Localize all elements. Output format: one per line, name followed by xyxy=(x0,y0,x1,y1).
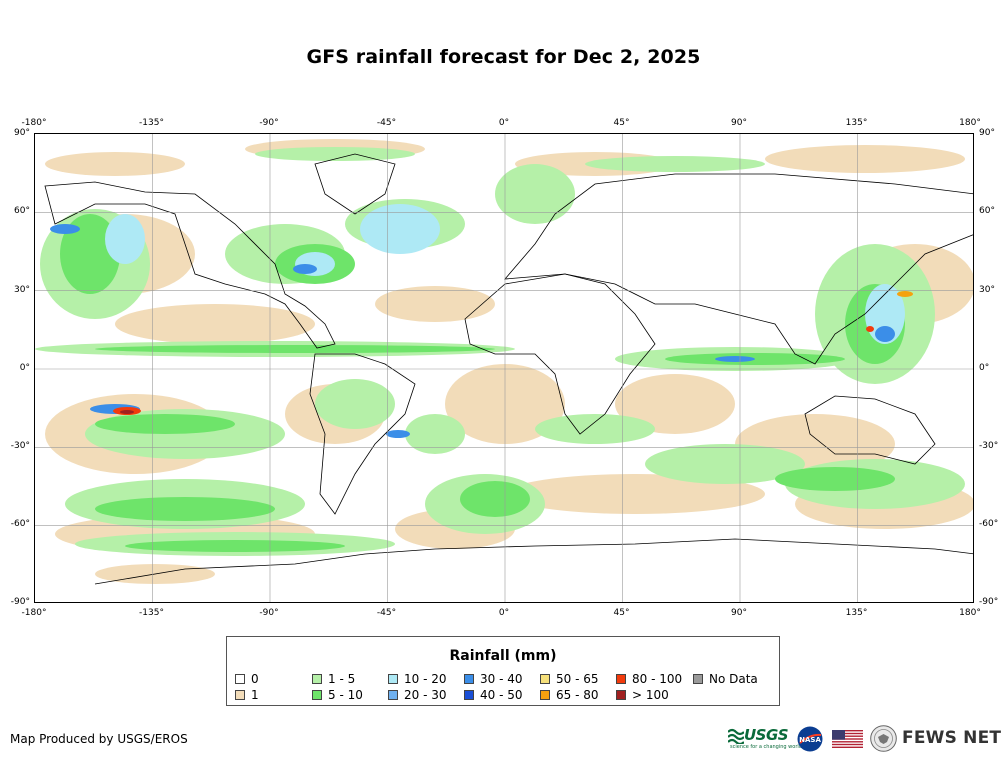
usgs-tagline: science for a changing world xyxy=(730,744,802,750)
right-lat-label: 30° xyxy=(979,285,995,295)
legend-swatch xyxy=(540,690,550,700)
legend-item-10-20: 10 - 20 xyxy=(388,672,447,686)
legend-label: 80 - 100 xyxy=(632,672,683,686)
left-lat-label: -60° xyxy=(10,519,30,529)
right-lat-label: -60° xyxy=(979,519,999,529)
bottom-lon-label: 135° xyxy=(845,608,868,618)
legend-label: 20 - 30 xyxy=(404,688,447,702)
rainfall-heavy-areas xyxy=(113,291,913,415)
legend-title: Rainfall (mm) xyxy=(449,648,557,664)
top-lon-label: 90° xyxy=(731,118,747,128)
legend-item-over-100: > 100 xyxy=(616,688,669,702)
legend-item-40-50: 40 - 50 xyxy=(464,688,523,702)
fews-net-logo[interactable]: FEWS NET xyxy=(902,728,1002,748)
legend-item-20-30: 20 - 30 xyxy=(388,688,447,702)
bottom-lon-label: -90° xyxy=(259,608,279,618)
right-lat-label: -30° xyxy=(979,441,999,451)
legend-label: 1 xyxy=(251,688,259,702)
legend-label: 50 - 65 xyxy=(556,672,599,686)
nasa-meatball-icon: NASA xyxy=(797,726,823,752)
bottom-lon-label: -135° xyxy=(139,608,164,618)
legend-swatch xyxy=(693,674,703,684)
legend-item-1: 1 xyxy=(235,688,259,702)
left-lat-label: 60° xyxy=(14,206,30,216)
state-department-seal-icon xyxy=(870,725,897,752)
legend-item-1-5: 1 - 5 xyxy=(312,672,355,686)
left-lat-label: 0° xyxy=(19,363,30,373)
right-lat-label: -90° xyxy=(979,597,999,607)
legend-label: > 100 xyxy=(632,688,669,702)
legend-swatch xyxy=(616,674,626,684)
legend-label: No Data xyxy=(709,672,758,686)
left-lat-label: 90° xyxy=(14,128,30,138)
rainfall-map-graphic xyxy=(35,134,973,602)
top-lon-label: -180° xyxy=(21,118,47,128)
bottom-lon-label: -180° xyxy=(21,608,47,618)
rainfall-5-10mm-areas xyxy=(60,214,905,552)
legend-item-30-40: 30 - 40 xyxy=(464,672,523,686)
continent-outlines xyxy=(44,153,973,585)
legend-item-no-data: No Data xyxy=(693,672,758,686)
bottom-lon-label: 90° xyxy=(731,608,747,618)
legend-swatch xyxy=(312,674,322,684)
rainfall-legend: Rainfall (mm) 0 1 1 - 5 5 - 10 10 - 20 2… xyxy=(226,636,780,706)
legend-item-5-10: 5 - 10 xyxy=(312,688,363,702)
legend-label: 10 - 20 xyxy=(404,672,447,686)
legend-label: 65 - 80 xyxy=(556,688,599,702)
logo-strip: USGS science for a changing world NASA xyxy=(728,724,1002,754)
legend-item-0: 0 xyxy=(235,672,259,686)
top-lon-label: 45° xyxy=(613,118,630,128)
legend-swatch xyxy=(388,674,398,684)
rainfall-10-40mm-areas xyxy=(105,204,905,344)
legend-item-80-100: 80 - 100 xyxy=(616,672,682,686)
legend-swatch xyxy=(616,690,626,700)
top-lon-label: 180° xyxy=(959,118,981,128)
right-lat-label: 60° xyxy=(979,206,995,216)
us-flag-icon xyxy=(832,730,863,748)
top-lon-label: -135° xyxy=(139,118,164,128)
usgs-wave-icon xyxy=(728,728,744,744)
top-lon-label: -45° xyxy=(376,118,397,128)
legend-swatch xyxy=(464,690,474,700)
legend-label: 1 - 5 xyxy=(328,672,356,686)
top-lon-label: 0° xyxy=(498,118,510,128)
graticule-grid xyxy=(35,134,973,602)
legend-item-65-80: 65 - 80 xyxy=(540,688,599,702)
legend-swatch xyxy=(388,690,398,700)
legend-swatch xyxy=(464,674,474,684)
legend-swatch xyxy=(235,690,245,700)
left-lat-label: -30° xyxy=(10,441,30,451)
nasa-logo[interactable]: NASA xyxy=(797,726,823,752)
legend-swatch xyxy=(312,690,322,700)
rainfall-map[interactable] xyxy=(34,133,974,603)
usgs-wordmark: USGS xyxy=(744,726,789,744)
legend-label: 5 - 10 xyxy=(328,688,363,702)
legend-label: 30 - 40 xyxy=(480,672,523,686)
nasa-wordmark: NASA xyxy=(799,736,821,744)
top-lon-label: -90° xyxy=(259,118,279,128)
legend-item-50-65: 50 - 65 xyxy=(540,672,599,686)
usgs-logo[interactable]: USGS science for a changing world xyxy=(728,726,802,752)
bottom-lon-label: -45° xyxy=(376,608,397,618)
right-lat-label: 90° xyxy=(979,128,995,138)
bottom-lon-label: 180° xyxy=(959,608,981,618)
bottom-lon-label: 0° xyxy=(498,608,510,618)
legend-label: 40 - 50 xyxy=(480,688,523,702)
top-lon-label: 135° xyxy=(845,118,868,128)
map-title: GFS rainfall forecast for Dec 2, 2025 xyxy=(306,46,701,68)
legend-label: 0 xyxy=(251,672,259,686)
legend-swatch xyxy=(540,674,550,684)
left-lat-label: 30° xyxy=(14,285,30,295)
map-credit: Map Produced by USGS/EROS xyxy=(10,732,188,746)
right-lat-label: 0° xyxy=(979,363,990,373)
legend-swatch xyxy=(235,674,245,684)
left-lat-label: -90° xyxy=(10,597,30,607)
bottom-lon-label: 45° xyxy=(613,608,630,618)
